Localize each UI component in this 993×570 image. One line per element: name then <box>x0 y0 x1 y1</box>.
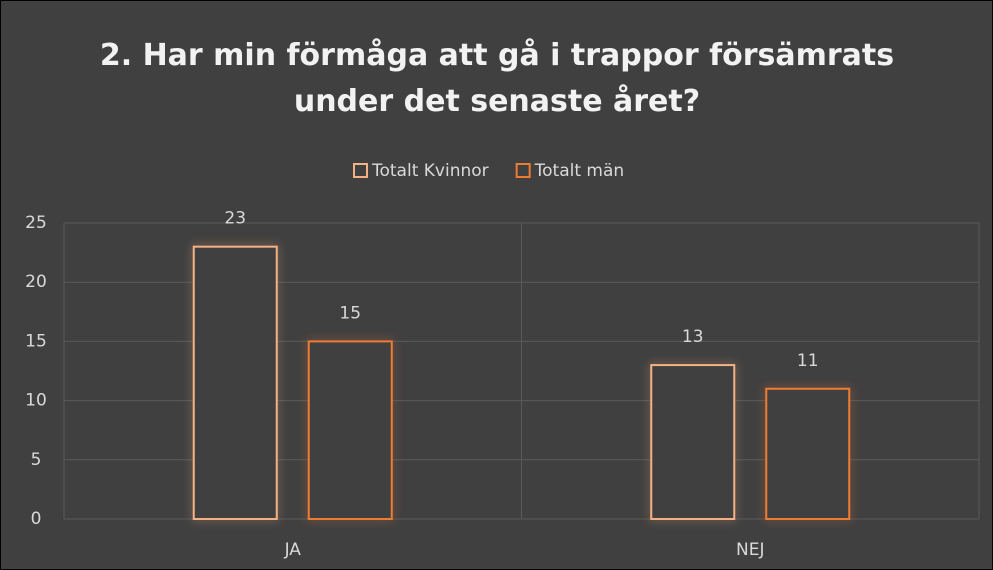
legend-label: Totalt män <box>534 161 625 181</box>
y-tick-label: 25 <box>25 213 47 233</box>
bar <box>765 387 851 521</box>
legend-swatch <box>353 163 368 178</box>
chart-title: 2. Har min förmåga att gå i trappor förs… <box>99 38 895 119</box>
x-tick-label: JA <box>284 540 302 560</box>
legend-swatch <box>515 163 531 178</box>
y-tick-label: 0 <box>31 509 42 529</box>
value-label: 13 <box>682 327 704 347</box>
y-tick-label: 20 <box>25 272 47 292</box>
x-tick-label: NEJ <box>736 540 764 560</box>
value-label: 15 <box>339 303 361 323</box>
bar <box>650 364 736 520</box>
y-tick-label: 5 <box>31 450 42 470</box>
bar <box>307 340 393 520</box>
value-label: 23 <box>224 209 246 229</box>
bar <box>192 245 278 520</box>
y-tick-label: 15 <box>25 331 47 351</box>
value-label: 11 <box>797 351 819 371</box>
y-tick-label: 10 <box>25 391 47 411</box>
legend-label: Totalt Kvinnor <box>371 161 489 181</box>
